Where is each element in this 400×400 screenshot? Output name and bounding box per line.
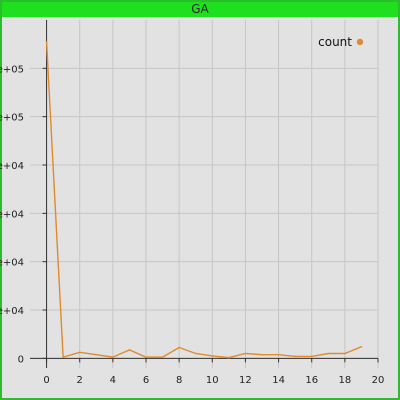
x-tick-label: 12 [239, 375, 252, 386]
data-point [62, 356, 64, 358]
y-tick-label: e+04 [0, 306, 24, 317]
chart-title: GA [2, 2, 398, 17]
x-tick-label: 18 [338, 375, 351, 386]
legend-marker [356, 38, 364, 46]
data-point [244, 352, 247, 355]
data-point [194, 352, 197, 355]
data-point [95, 353, 98, 356]
data-point [161, 356, 164, 358]
data-point [327, 352, 330, 355]
x-tick-label: 8 [176, 375, 182, 386]
y-tick-label: e+05 [0, 64, 24, 75]
y-axis-ticks: 0 e+04 e+04 e+04 e+04 e+05 e+05 [0, 64, 47, 365]
data-point [178, 346, 180, 349]
data-point [277, 353, 280, 356]
data-point [112, 356, 114, 358]
data-point [78, 351, 81, 354]
x-tick-label: 6 [143, 375, 149, 386]
y-tick-label: e+04 [0, 209, 24, 220]
x-tick-label: 16 [305, 375, 318, 386]
x-tick-label: 14 [272, 375, 285, 386]
data-point [128, 349, 131, 351]
x-tick-label: 20 [372, 375, 385, 386]
series-line-count [45, 41, 362, 359]
x-axis-ticks: 0 2 4 6 8 10 12 14 16 18 20 [43, 358, 384, 386]
data-point [294, 355, 296, 358]
grid-lines [30, 20, 379, 368]
y-tick-label: 0 [18, 354, 24, 365]
data-point [344, 352, 346, 355]
data-point [228, 356, 230, 359]
y-tick-label: e+04 [0, 258, 24, 269]
data-point [145, 356, 147, 358]
series-lines [45, 40, 363, 359]
x-tick-label: 2 [77, 375, 83, 386]
x-tick-label: 4 [110, 375, 116, 386]
legend: count [318, 35, 364, 49]
data-point [261, 353, 263, 356]
x-tick-label: 10 [206, 375, 219, 386]
data-point [211, 355, 214, 357]
x-tick-label: 0 [43, 375, 49, 386]
data-point [360, 345, 363, 348]
y-tick-label: e+05 [0, 113, 24, 124]
data-point [310, 355, 313, 358]
data-point [45, 40, 48, 43]
axes [30, 20, 378, 368]
legend-label: count [318, 35, 352, 49]
y-tick-label: e+04 [0, 161, 24, 172]
